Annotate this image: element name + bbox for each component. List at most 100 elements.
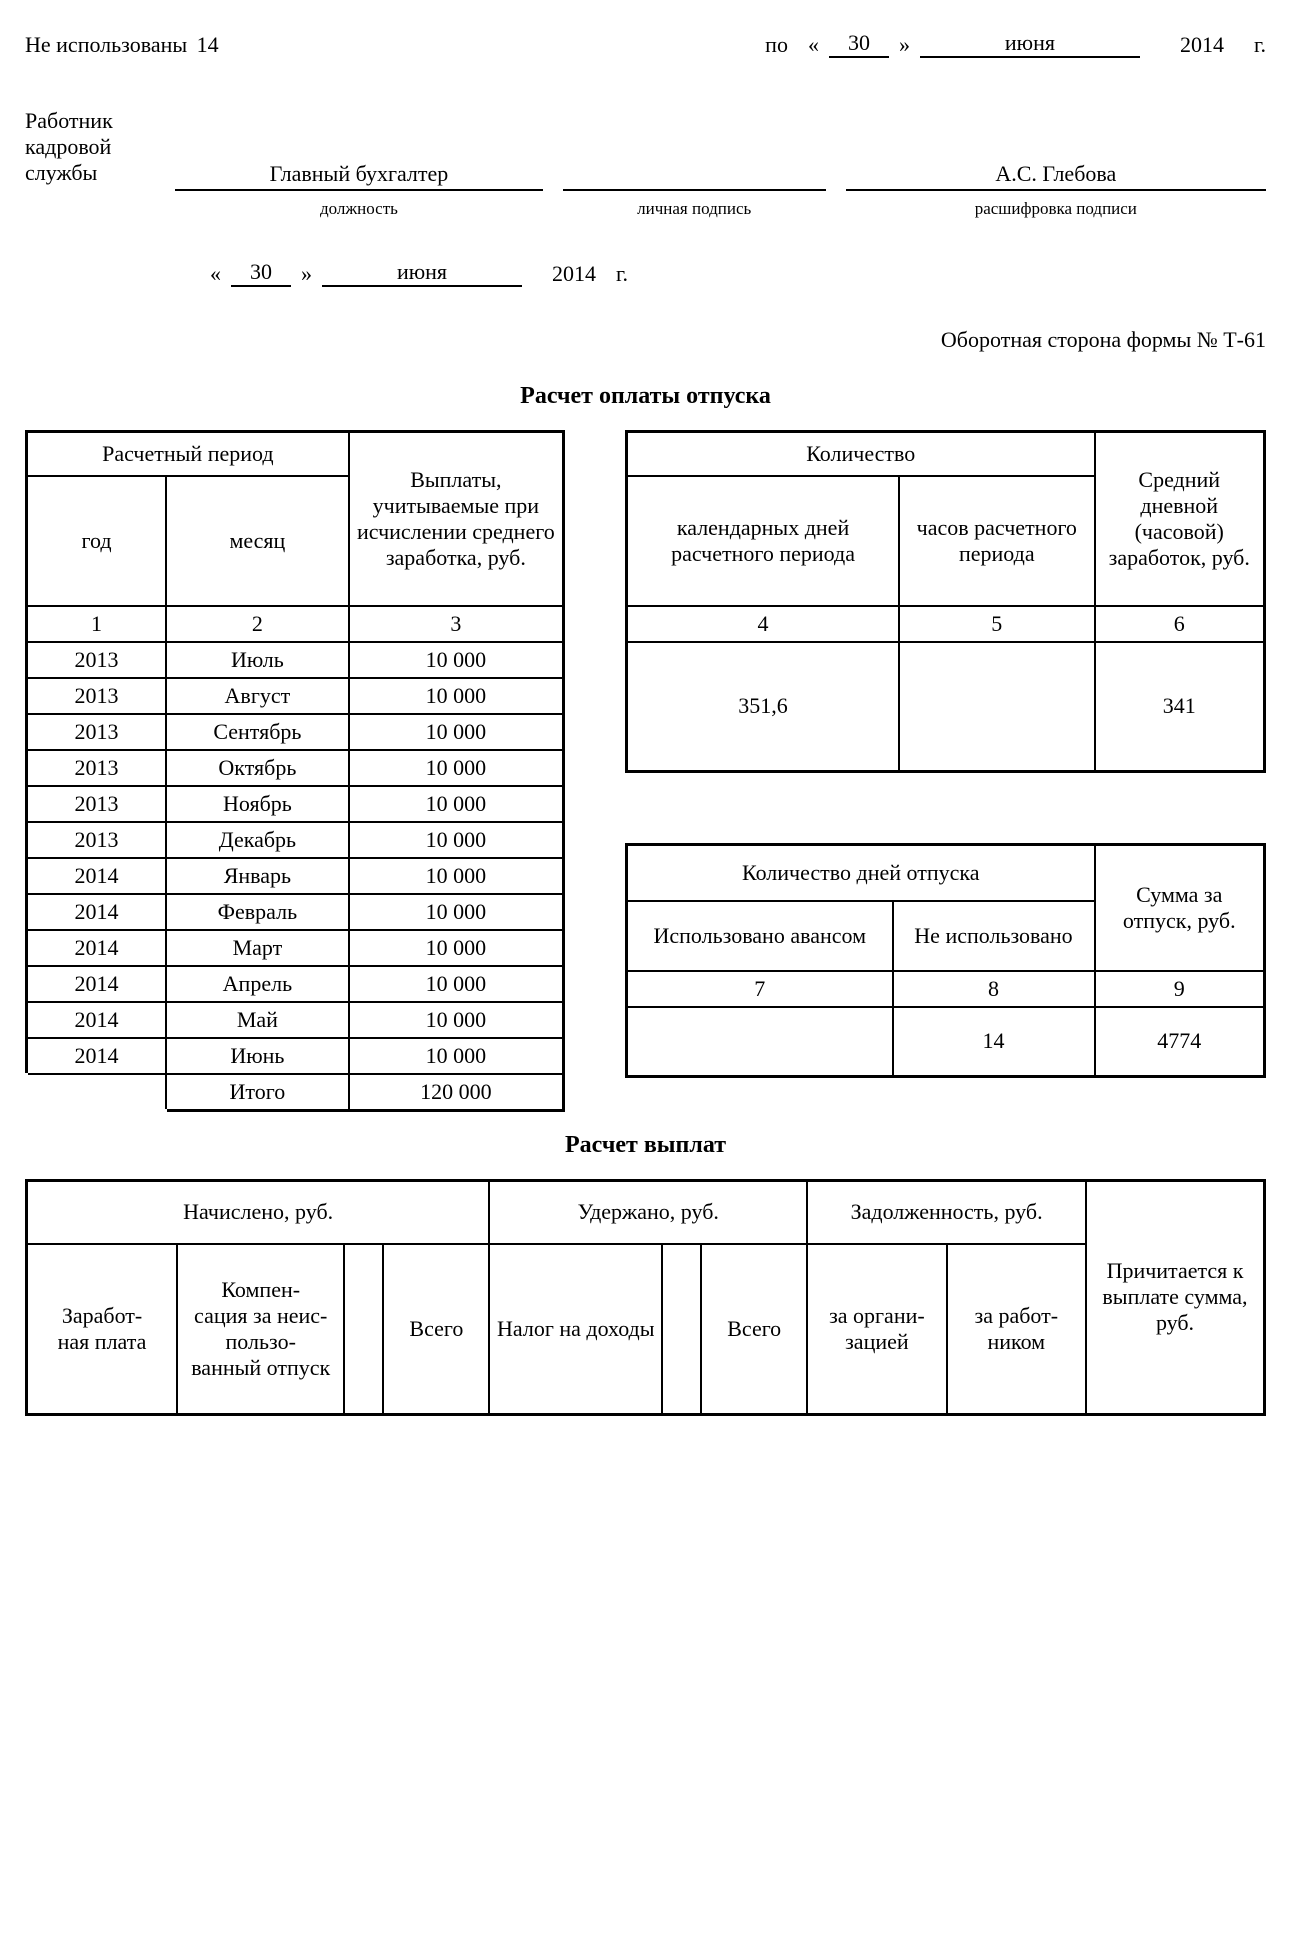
- t1-total-label: Итого: [166, 1074, 349, 1111]
- t1-year: 2013: [27, 714, 167, 750]
- table-row: 2013Сентябрь10 000: [27, 714, 564, 750]
- t1-year: 2013: [27, 750, 167, 786]
- t3-n7: 7: [627, 971, 893, 1007]
- table-row: 2014Январь10 000: [27, 858, 564, 894]
- date-g: г.: [1254, 32, 1266, 58]
- t1-month: Июль: [166, 642, 349, 678]
- q-open-2: «: [210, 261, 221, 287]
- q-open: «: [808, 32, 819, 58]
- t2-h-hours: часов расчетного периода: [899, 476, 1094, 606]
- table-row: 2014Июнь10 000: [27, 1038, 564, 1074]
- t2-h-caldays: календарных дней расчетного периода: [627, 476, 900, 606]
- hr-date-month: июня: [322, 259, 522, 287]
- t1-year: 2014: [27, 1038, 167, 1074]
- t1-n1: 1: [27, 606, 167, 642]
- t4-h-total2: Всего: [701, 1244, 807, 1414]
- table-row: 2014Февраль10 000: [27, 894, 564, 930]
- t1-value: 10 000: [349, 858, 564, 894]
- date-month: июня: [920, 30, 1140, 58]
- decode-value: А.С. Глебова: [846, 163, 1266, 191]
- hr-signature-row: Работник кадровой службы Главный бухгалт…: [25, 108, 1266, 219]
- t4-blank-1: [344, 1244, 383, 1414]
- t1-value: 10 000: [349, 678, 564, 714]
- t3-v9: 4774: [1095, 1007, 1265, 1077]
- reverse-side-label: Оборотная сторона формы № Т-61: [25, 327, 1266, 353]
- t1-year: 2013: [27, 642, 167, 678]
- position-value: Главный бухгалтер: [175, 163, 543, 191]
- t1-year: 2014: [27, 1002, 167, 1038]
- t4-h-tax: Налог на доходы: [489, 1244, 662, 1414]
- t1-value: 10 000: [349, 930, 564, 966]
- t1-year: 2014: [27, 858, 167, 894]
- t1-value: 10 000: [349, 894, 564, 930]
- t1-month: Октябрь: [166, 750, 349, 786]
- t4-blank-2: [662, 1244, 701, 1414]
- table-row: 2014Апрель10 000: [27, 966, 564, 1002]
- signature-caption: личная подпись: [563, 199, 826, 219]
- t4-h-withheld: Удержано, руб.: [489, 1180, 807, 1244]
- hr-date-row: « 30 » июня 2014 г.: [210, 259, 1266, 287]
- unused-label: Не использованы: [25, 32, 187, 57]
- payments-table: Начислено, руб. Удержано, руб. Задолженн…: [25, 1179, 1266, 1416]
- t1-month: Январь: [166, 858, 349, 894]
- t1-month: Июнь: [166, 1038, 349, 1074]
- position-caption: должность: [175, 199, 543, 219]
- t3-h-used: Использовано авансом: [627, 901, 893, 971]
- t2-v6: 341: [1095, 642, 1265, 772]
- t1-value: 10 000: [349, 642, 564, 678]
- t1-h-year: год: [27, 476, 167, 606]
- date-year: 2014: [1180, 32, 1224, 58]
- t1-year: 2014: [27, 966, 167, 1002]
- signature-line: [563, 163, 826, 191]
- t2-n5: 5: [899, 606, 1094, 642]
- hr-worker-label: Работник кадровой службы: [25, 108, 145, 186]
- hr-date-g: г.: [616, 261, 628, 287]
- t1-h-period: Расчетный период: [27, 432, 349, 476]
- t2-v4: 351,6: [627, 642, 900, 772]
- t1-total-value: 120 000: [349, 1074, 564, 1111]
- t1-month: Ноябрь: [166, 786, 349, 822]
- t1-value: 10 000: [349, 1038, 564, 1074]
- period-table: Расчетный период Выплаты, учитываемые пр…: [25, 430, 565, 1112]
- t4-h-due: Причитается к выплате сумма, руб.: [1086, 1180, 1265, 1414]
- table-row: 2013Октябрь10 000: [27, 750, 564, 786]
- t3-n8: 8: [893, 971, 1095, 1007]
- t1-year: 2013: [27, 822, 167, 858]
- t1-value: 10 000: [349, 714, 564, 750]
- t1-value: 10 000: [349, 1002, 564, 1038]
- t1-value: 10 000: [349, 750, 564, 786]
- table-row: 2013Август10 000: [27, 678, 564, 714]
- t4-h-salary: Заработ- ная плата: [27, 1244, 178, 1414]
- t1-month: Декабрь: [166, 822, 349, 858]
- t2-h-qty: Количество: [627, 432, 1095, 476]
- t1-month: Сентябрь: [166, 714, 349, 750]
- t1-n3: 3: [349, 606, 564, 642]
- hr-date-year: 2014: [552, 261, 596, 287]
- t1-year: 2013: [27, 786, 167, 822]
- t4-h-emp: за работ- ником: [947, 1244, 1086, 1414]
- t1-h-month: месяц: [166, 476, 349, 606]
- t4-h-org: за органи- зацией: [807, 1244, 946, 1414]
- po-label: по: [765, 32, 788, 58]
- t1-value: 10 000: [349, 966, 564, 1002]
- t3-h-days: Количество дней отпуска: [627, 845, 1095, 901]
- t1-h-pay: Выплаты, учитываемые при исчислении сред…: [349, 432, 564, 606]
- t3-h-sum: Сумма за отпуск, руб.: [1095, 845, 1265, 971]
- decode-caption: расшифровка подписи: [846, 199, 1266, 219]
- t1-year: 2013: [27, 678, 167, 714]
- t1-month: Апрель: [166, 966, 349, 1002]
- t2-h-avg: Средний дневной (часовой) заработок, руб…: [1095, 432, 1265, 606]
- q-close: »: [899, 32, 910, 58]
- table-row: 2014Май10 000: [27, 1002, 564, 1038]
- q-close-2: »: [301, 261, 312, 287]
- pay-title: Расчет выплат: [25, 1132, 1266, 1159]
- t4-h-comp: Компен- сация за неис- пользо- ванный от…: [177, 1244, 344, 1414]
- hr-date-day: 30: [231, 259, 291, 287]
- t1-month: Май: [166, 1002, 349, 1038]
- t4-h-total1: Всего: [383, 1244, 489, 1414]
- t4-h-debt: Задолженность, руб.: [807, 1180, 1086, 1244]
- t1-year: 2014: [27, 894, 167, 930]
- t3-v8: 14: [893, 1007, 1095, 1077]
- table-row: 2014Март10 000: [27, 930, 564, 966]
- t1-month: Март: [166, 930, 349, 966]
